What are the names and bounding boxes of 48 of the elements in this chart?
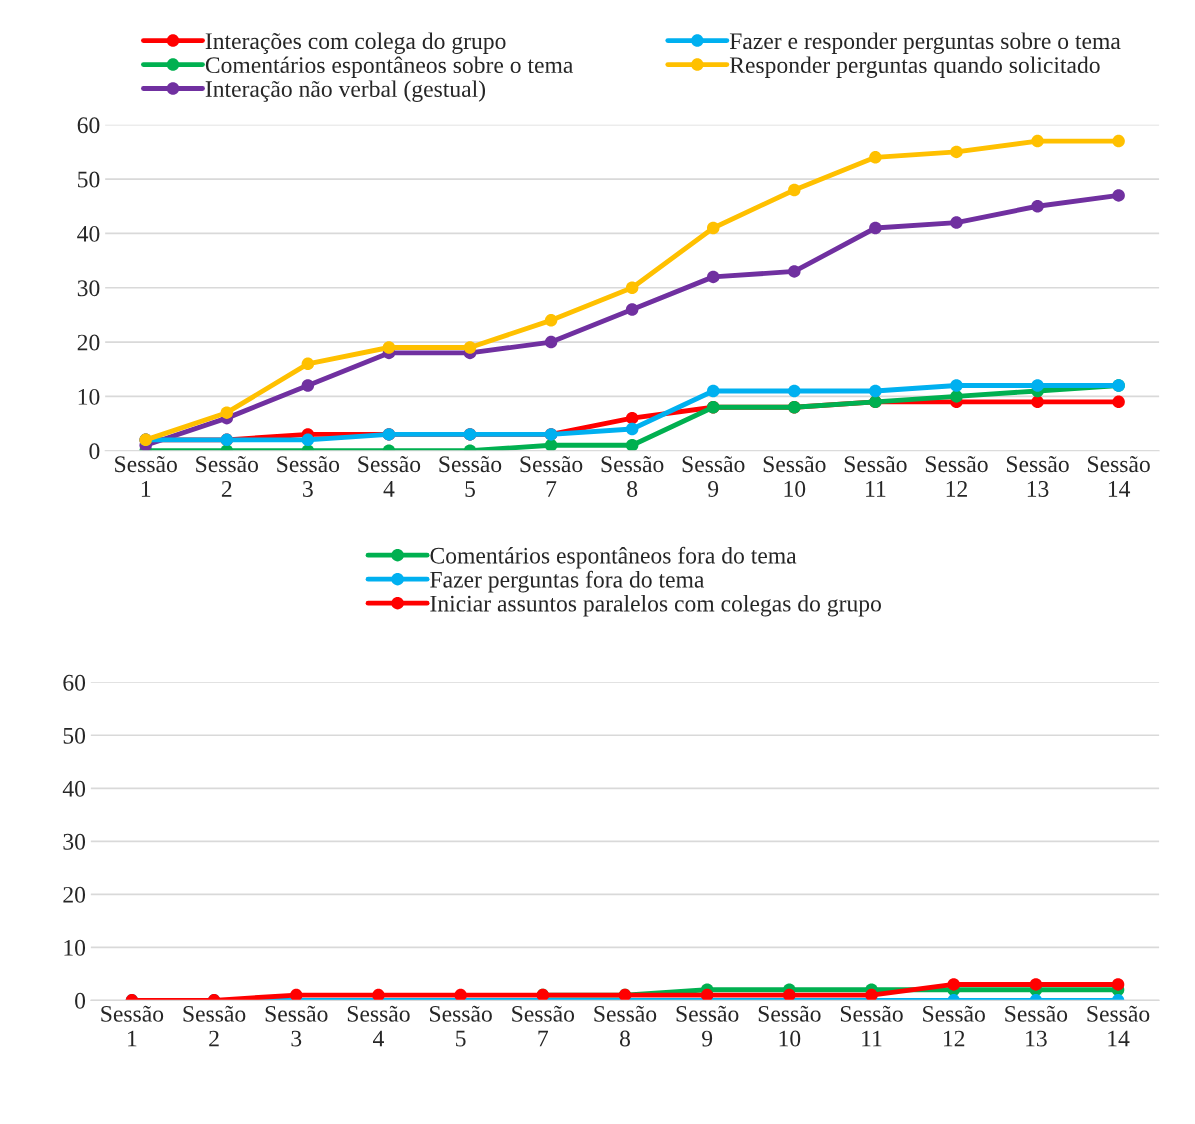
y-tick-label: 30: [63, 833, 86, 850]
x-tick-label: Sessão 11: [840, 1005, 903, 1047]
legend-label: Fazer e responder perguntas sobre o tema: [729, 32, 1121, 54]
y-tick-label: 40: [77, 225, 100, 242]
y-tick-label: 10: [64, 939, 86, 956]
x-tick-label: Sessão 2: [183, 1005, 246, 1047]
x-tick-label: Sessão 9: [682, 456, 745, 497]
legend-label: Comentários espontâneos sobre o tema: [205, 56, 574, 78]
y-tick-label: 0: [89, 443, 100, 460]
x-tick-label: Sessão 5: [430, 1005, 492, 1047]
x-tick-label: Sessão 13: [1006, 456, 1069, 497]
legend-label: Interações com colega do grupo: [205, 32, 506, 54]
legend-label: Responder perguntas quando solicitado: [729, 56, 1100, 78]
y-tick-label: 60: [63, 674, 86, 691]
x-tick-label: Sessão 11: [844, 456, 907, 497]
x-tick-label: Sessão 1: [115, 456, 177, 497]
x-tick-label: Sessão 7: [520, 456, 583, 497]
y-tick-label: 30: [77, 280, 100, 297]
x-tick-label: Sessão 4: [347, 1005, 410, 1047]
legend-label: Interação não verbal (gestual): [205, 80, 486, 102]
y-tick-label: 40: [62, 780, 86, 797]
x-tick-label: Sessão 10: [758, 1005, 821, 1047]
y-tick-label: 60: [77, 117, 100, 134]
x-tick-label: Sessão 5: [439, 456, 502, 497]
y-tick-label: 20: [77, 334, 100, 351]
x-tick-label: Sessão 4: [358, 456, 421, 497]
y-tick-label: 20: [63, 886, 86, 903]
x-tick-label: Sessão 8: [594, 1005, 657, 1047]
x-tick-label: Sessão 14: [1088, 456, 1150, 497]
x-tick-label: Sessão 14: [1087, 1005, 1150, 1047]
legend-label: Comentários espontâneos fora do tema: [430, 546, 797, 569]
y-tick-label: 50: [63, 727, 86, 744]
y-tick-label: 50: [78, 171, 100, 188]
x-tick-label: Sessão 12: [923, 1005, 985, 1047]
legend-label: Fazer perguntas fora do tema: [430, 570, 705, 593]
x-tick-label: Sessão 1: [101, 1005, 164, 1047]
x-tick-label: Sessão 3: [277, 456, 340, 497]
y-tick-label: 10: [78, 388, 100, 405]
x-tick-label: Sessão 13: [1005, 1005, 1068, 1047]
x-tick-label: Sessão 10: [763, 456, 826, 497]
legend-label: Iniciar assuntos paralelos com colegas do grupo: [430, 595, 881, 617]
x-tick-label: Sessão 3: [265, 1005, 328, 1047]
x-tick-label: Sessão 12: [925, 456, 988, 497]
x-tick-label: Sessão 7: [512, 1005, 575, 1047]
y-tick-label: 0: [75, 992, 86, 1009]
x-tick-label: Sessão 9: [676, 1005, 739, 1047]
x-tick-label: Sessão 8: [601, 456, 664, 497]
x-tick-label: Sessão 2: [196, 456, 259, 497]
